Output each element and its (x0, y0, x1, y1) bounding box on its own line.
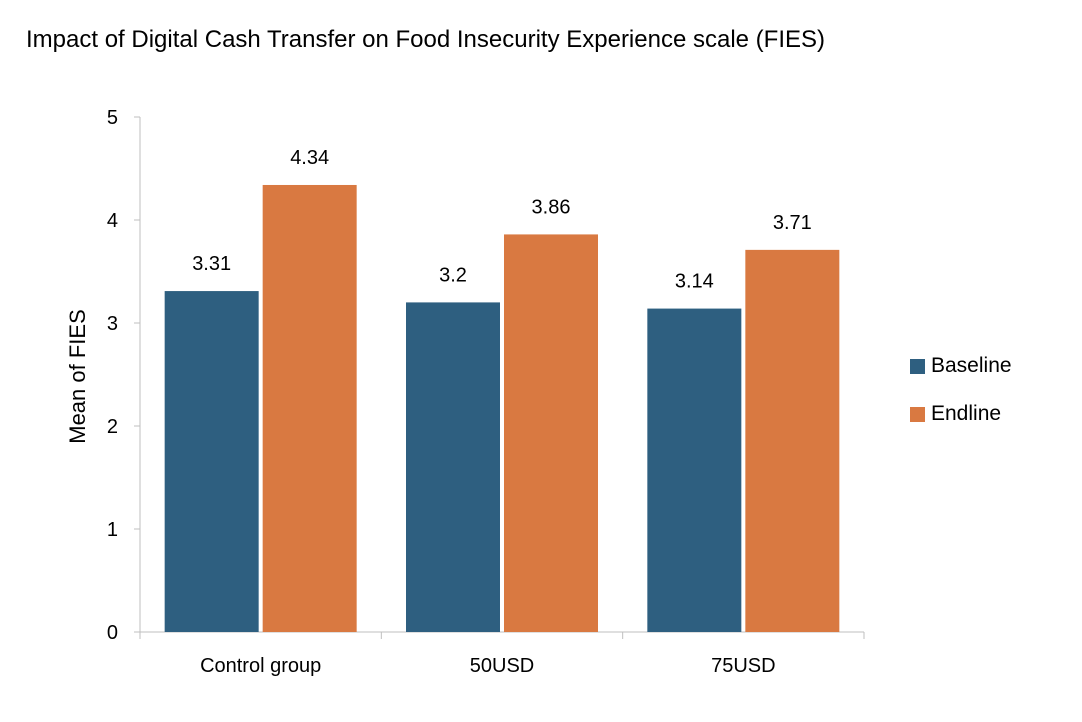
data-label: 3.14 (675, 271, 714, 293)
legend-swatch-baseline (910, 358, 925, 374)
data-label: 3.31 (192, 253, 231, 275)
y-tick-label: 1 (107, 519, 118, 541)
legend-swatch-endline (910, 406, 925, 422)
bar-endline-75usd (745, 249, 840, 632)
legend-item-baseline: Baseline (910, 350, 1012, 382)
data-labels: 3.31 4.34 3.2 3.86 3.14 3.71 (192, 147, 812, 293)
y-tick-label: 3 (107, 313, 118, 335)
bar-baseline-50usd (406, 302, 500, 632)
chart-title: Impact of Digital Cash Transfer on Food … (26, 26, 825, 53)
x-tick-label: Control group (200, 655, 321, 677)
data-label: 4.34 (290, 147, 329, 169)
axes: 0 1 2 3 4 5 Mean of FIES Control group 50USD 75US… (65, 107, 865, 677)
y-tick-label: 4 (107, 210, 118, 232)
y-tick-label: 0 (107, 622, 118, 644)
y-tick-label: 2 (107, 416, 118, 438)
x-tick-label: 75USD (711, 655, 775, 677)
bar-endline-control-group (262, 184, 357, 633)
legend-label-baseline: Baseline (931, 354, 1012, 377)
y-tick-label: 5 (107, 107, 118, 129)
bar-endline-50usd (504, 234, 598, 633)
x-tick-label: 50USD (470, 655, 534, 677)
bars (164, 184, 840, 633)
data-label: 3.2 (439, 264, 467, 286)
data-label: 3.86 (532, 196, 571, 218)
legend: Baseline Endline (910, 350, 1012, 446)
legend-label-endline: Endline (931, 402, 1002, 425)
y-axis-label: Mean of FIES (65, 309, 90, 444)
legend-item-endline: Endline (910, 398, 1012, 430)
bar-baseline-75usd (647, 308, 742, 632)
bar-baseline-control-group (164, 291, 259, 632)
data-label: 3.71 (773, 212, 812, 234)
